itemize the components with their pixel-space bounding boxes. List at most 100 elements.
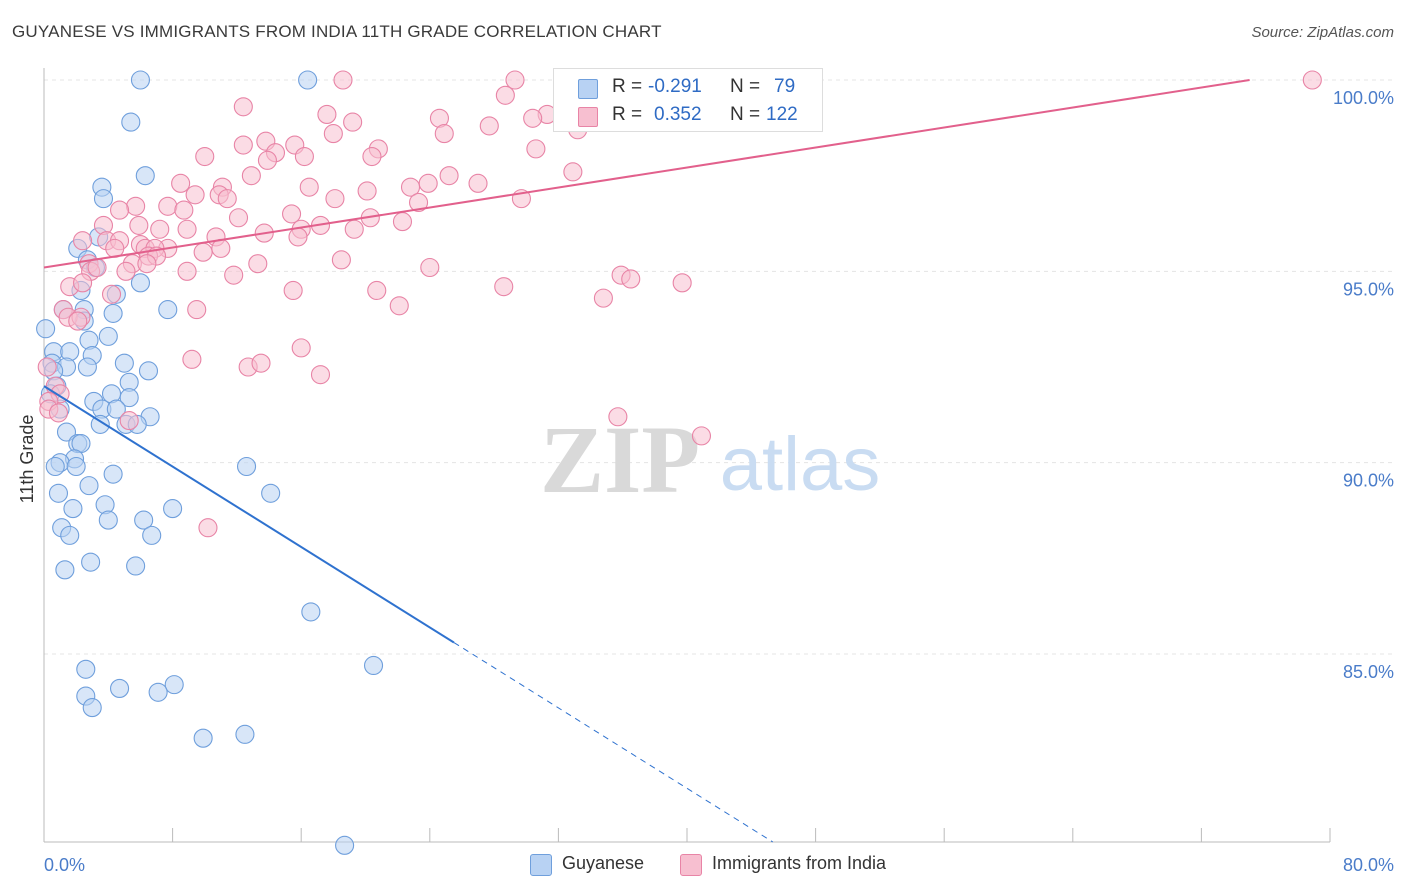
tick-labels: 100.0% 95.0% 90.0% 85.0% 0.0% 80.0%: [44, 88, 1394, 875]
india-point: [621, 269, 641, 289]
guyanese-point: [119, 388, 139, 408]
watermark-atlas: atlas: [720, 422, 881, 507]
india-point: [495, 85, 515, 105]
india-point: [48, 403, 69, 423]
india-point: [282, 204, 302, 224]
india-point: [344, 219, 364, 239]
y-tick-label: 90.0%: [1343, 471, 1394, 491]
guyanese-point: [363, 655, 384, 676]
india-point: [129, 215, 149, 235]
india-point: [343, 112, 363, 132]
guyanese-point: [236, 456, 257, 477]
guyanese-swatch: [578, 79, 598, 99]
india-point: [158, 196, 178, 216]
india-point: [233, 135, 253, 155]
india-trend-line: [43, 79, 1250, 269]
x-tick-label: 80.0%: [1343, 855, 1394, 875]
india-points: [37, 70, 1322, 538]
india-point: [119, 411, 139, 431]
india-n-value: 122: [766, 104, 798, 125]
guyanese-point: [126, 556, 146, 576]
guyanese-r-label: R =: [612, 76, 643, 97]
legend-label-guyanese: Guyanese: [562, 853, 645, 873]
guyanese-point: [60, 525, 80, 545]
guyanese-point: [110, 678, 130, 698]
india-swatch: [578, 107, 598, 127]
india-point: [73, 231, 93, 251]
guyanese-point: [163, 499, 183, 519]
india-point: [468, 173, 488, 193]
guyanese-n-label: N =: [730, 76, 761, 97]
india-point: [185, 185, 205, 205]
india-point: [291, 338, 311, 358]
guyanese-point: [138, 361, 159, 381]
india-point: [563, 162, 583, 182]
guyanese-point: [66, 456, 86, 477]
india-point: [418, 173, 438, 193]
guyanese-point: [301, 602, 321, 622]
guyanese-point: [142, 525, 162, 545]
india-r-label: R =: [612, 104, 643, 125]
india-point: [357, 181, 377, 201]
guyanese-point: [106, 399, 126, 419]
india-point: [1302, 70, 1322, 90]
india-point: [400, 177, 421, 197]
guyanese-trend-line: [43, 385, 455, 644]
india-point: [505, 70, 525, 90]
guyanese-points: [36, 70, 384, 855]
india-point: [392, 212, 413, 232]
guyanese-n-value: 79: [774, 76, 796, 97]
guyanese-point: [77, 357, 97, 377]
india-point: [171, 173, 191, 193]
india-point: [193, 242, 213, 262]
guyanese-point: [298, 70, 318, 90]
guyanese-point: [235, 724, 255, 744]
correlation-legend: R = -0.291 N = 79 R = 0.352 N = 122: [553, 68, 823, 132]
india-point: [217, 189, 237, 209]
india-point: [182, 349, 202, 369]
guyanese-point: [79, 476, 99, 496]
guyanese-point: [134, 510, 154, 530]
guyanese-point: [48, 483, 69, 503]
guyanese-point: [103, 464, 123, 484]
guyanese-point: [335, 835, 355, 855]
guyanese-point: [45, 456, 65, 477]
x-tick-label: 0.0%: [44, 855, 85, 875]
india-point: [288, 227, 308, 247]
india-point: [593, 288, 613, 308]
y-tick-label: 85.0%: [1343, 662, 1394, 682]
guyanese-point: [114, 353, 134, 373]
guyanese-point: [193, 728, 213, 748]
guyanese-point: [130, 70, 150, 90]
india-point: [420, 257, 440, 278]
legend-row-guyanese: R = -0.291 N = 79: [554, 73, 822, 101]
india-point: [257, 150, 277, 170]
india-point: [325, 189, 345, 209]
india-point: [331, 250, 351, 270]
guyanese-trend-extension: [453, 642, 774, 843]
india-point: [283, 280, 303, 301]
india-point: [333, 70, 353, 90]
guyanese-point: [36, 319, 56, 339]
guyanese-point: [148, 682, 168, 702]
india-point: [150, 219, 170, 239]
india-r-value: 0.352: [654, 104, 702, 125]
axes: [43, 68, 1331, 843]
india-point: [408, 192, 429, 213]
india-point: [310, 365, 331, 385]
india-point: [248, 254, 268, 274]
india-point: [523, 108, 543, 128]
india-point: [323, 124, 343, 144]
india-point: [389, 296, 409, 316]
india-point: [110, 200, 130, 220]
guyanese-point: [90, 414, 110, 434]
india-point: [317, 104, 337, 124]
india-point: [434, 124, 454, 144]
india-point: [367, 280, 387, 301]
y-axis-label: 11th Grade: [17, 415, 37, 504]
india-point: [672, 273, 692, 293]
guyanese-point: [158, 300, 178, 320]
india-point: [101, 284, 122, 304]
india-point: [174, 200, 194, 220]
